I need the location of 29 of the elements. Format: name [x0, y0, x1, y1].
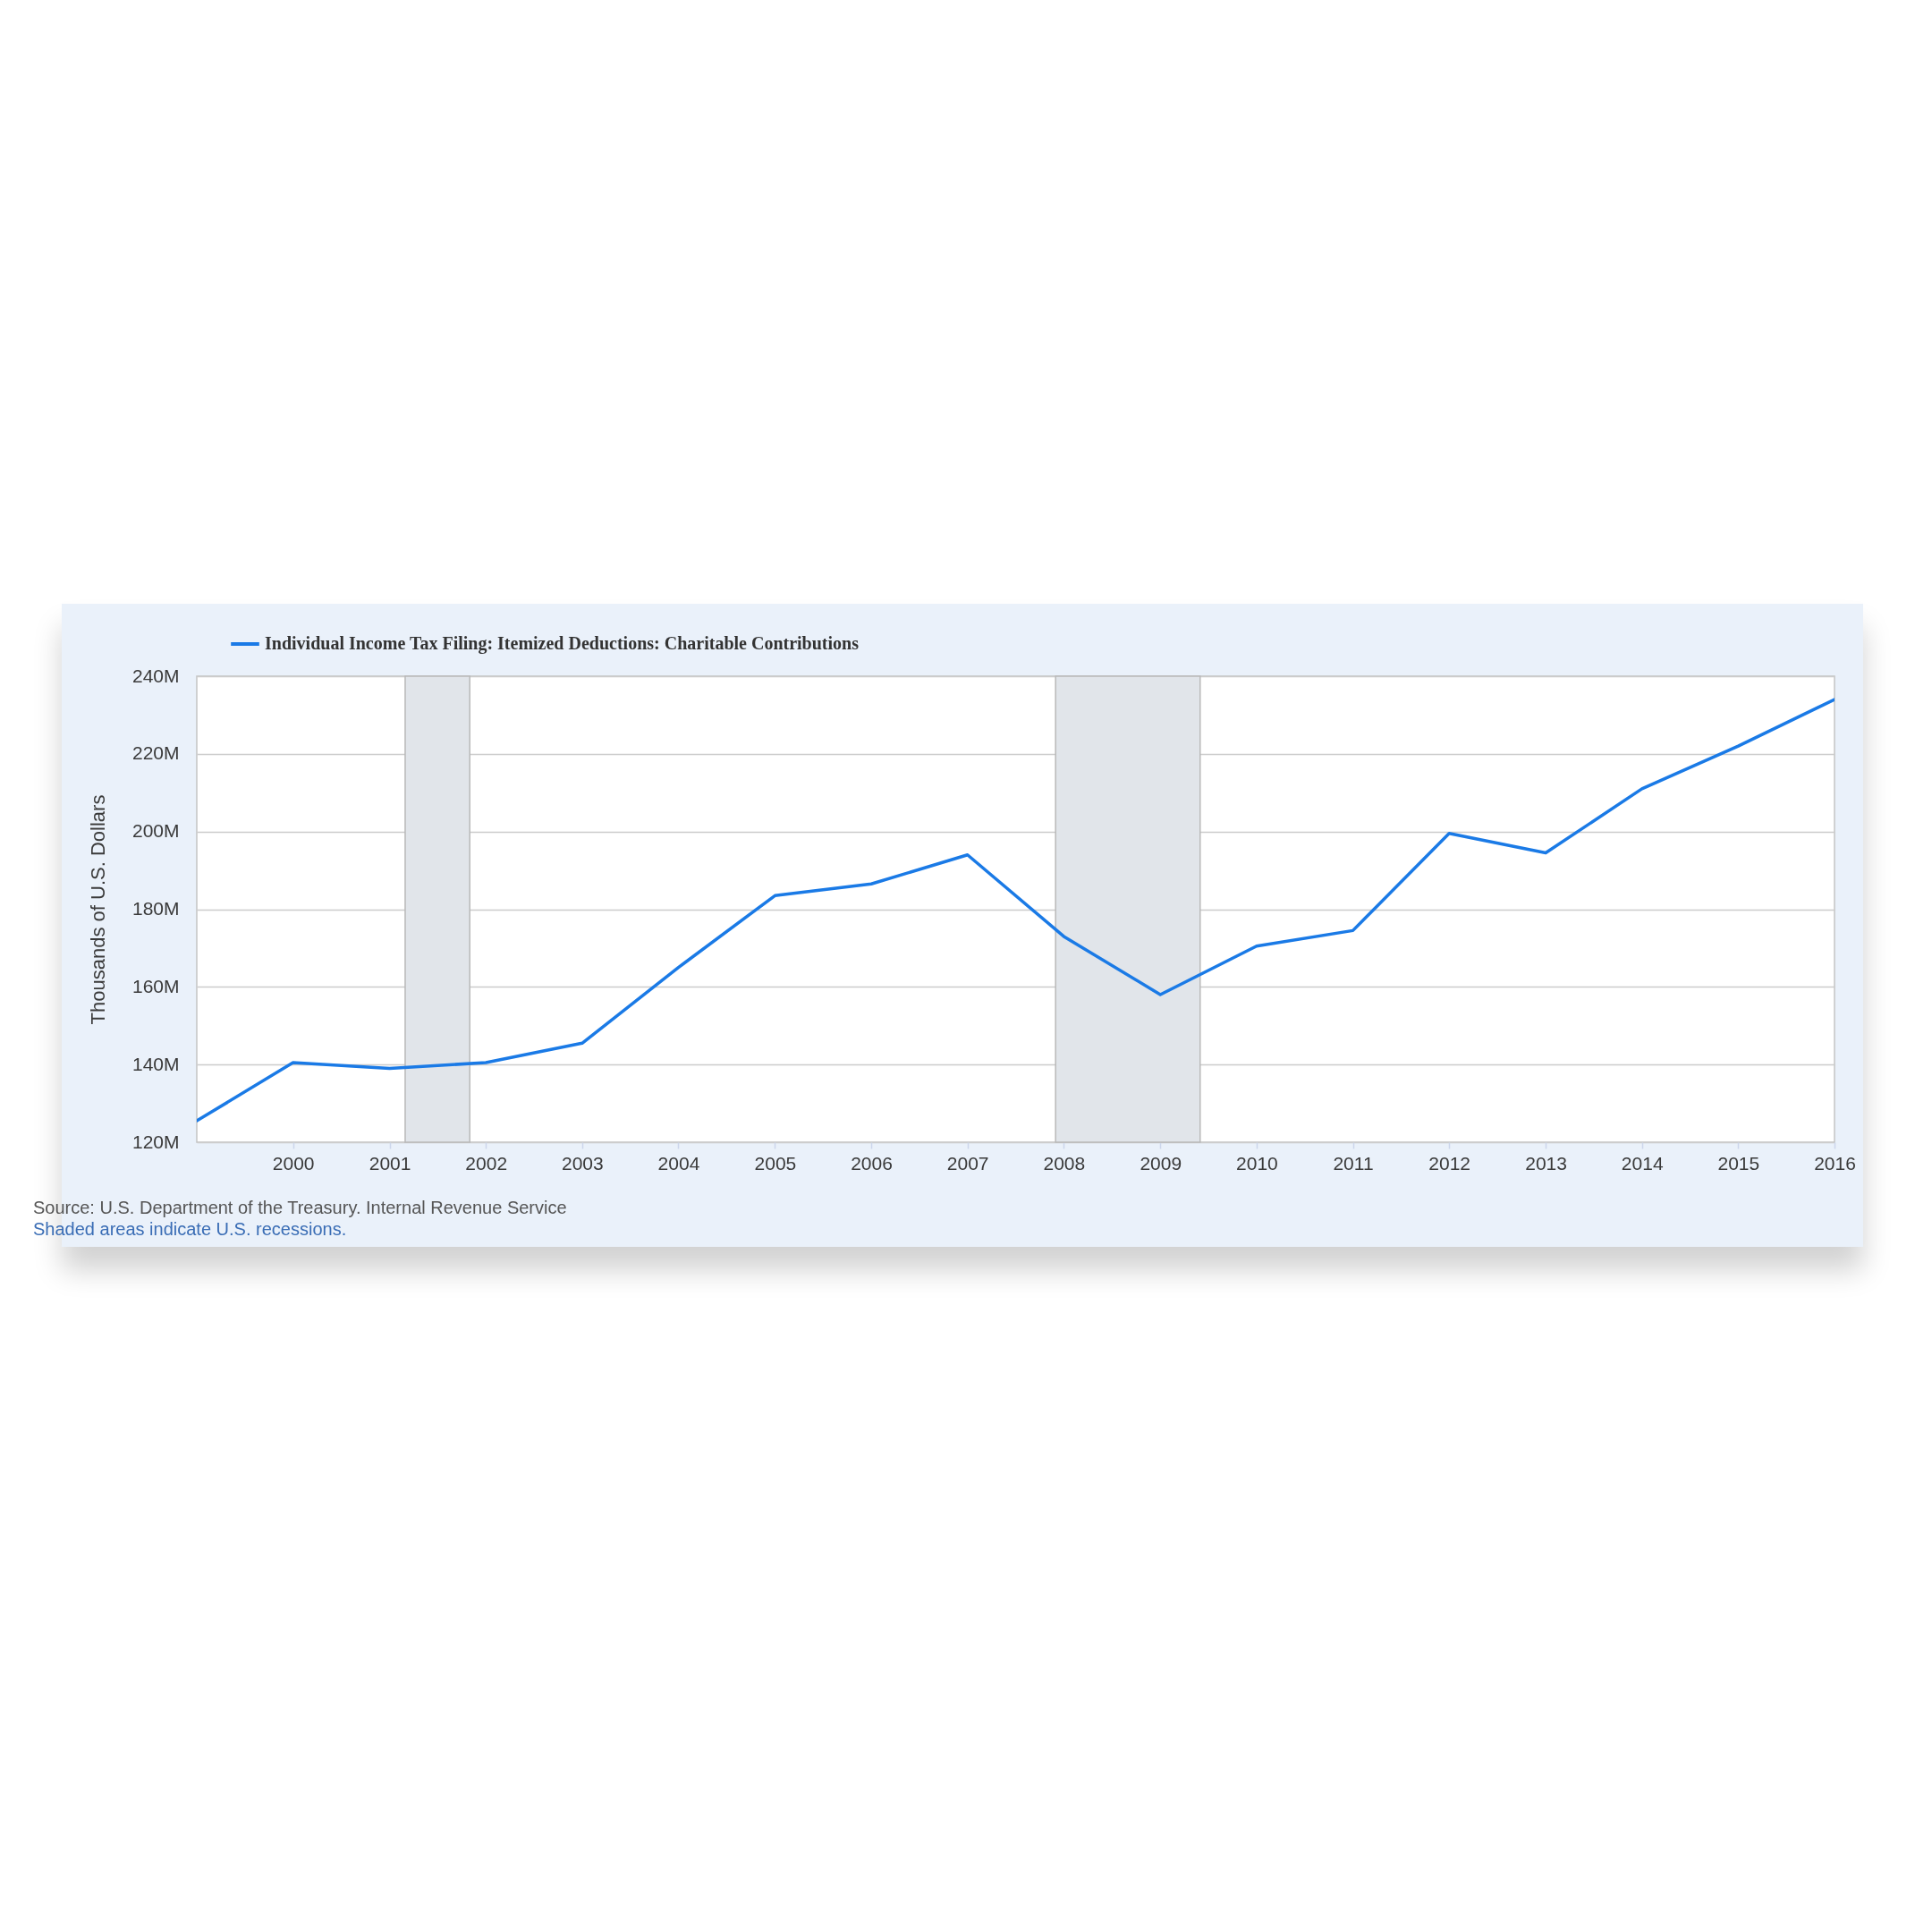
y-tick-label: 160M: [131, 975, 180, 996]
x-tick-label: 2013: [1525, 1152, 1567, 1174]
x-tick-label: 2011: [1333, 1152, 1374, 1174]
y-tick-label: 120M: [131, 1131, 180, 1152]
text: Shaded areas indicate U.S. recessions.: [33, 1218, 348, 1240]
x-tick-label: 2004: [657, 1152, 700, 1174]
legend-label: Individual Income Tax Filing: Itemized Deductions: Charitable Contributions: [265, 633, 860, 654]
y-tick-label: 240M: [131, 665, 180, 686]
x-tick-label: 2014: [1621, 1152, 1664, 1174]
x-tick-label: 2012: [1428, 1152, 1471, 1174]
y-tick-label: 180M: [131, 898, 180, 919]
y-axis-title: Thousands of U.S. Dollars: [86, 794, 109, 1025]
x-tick-label: 2000: [272, 1152, 315, 1174]
line-series: [197, 698, 1835, 1123]
x-tick-label: 2003: [561, 1152, 604, 1174]
y-tick-label: 220M: [131, 742, 180, 764]
x-tick-label: 2016: [1814, 1152, 1856, 1174]
x-tick-label: 2002: [465, 1152, 508, 1174]
x-tick-label: 2006: [851, 1152, 893, 1174]
x-tick-label: 2009: [1140, 1152, 1182, 1174]
x-tick-label: 2015: [1717, 1152, 1760, 1174]
x-tick-label: 2001: [369, 1152, 411, 1174]
y-tick-label: 200M: [131, 820, 180, 842]
x-tick-label: 2010: [1236, 1152, 1278, 1174]
x-tick-label: 2008: [1043, 1152, 1086, 1174]
x-tick-label: 2007: [946, 1152, 989, 1174]
source-note: Source: U.S. Department of the Treasury. Internal Revenue Service: [33, 1197, 567, 1218]
y-tick-label: 140M: [131, 1053, 180, 1074]
x-tick-label: 2005: [754, 1152, 797, 1174]
